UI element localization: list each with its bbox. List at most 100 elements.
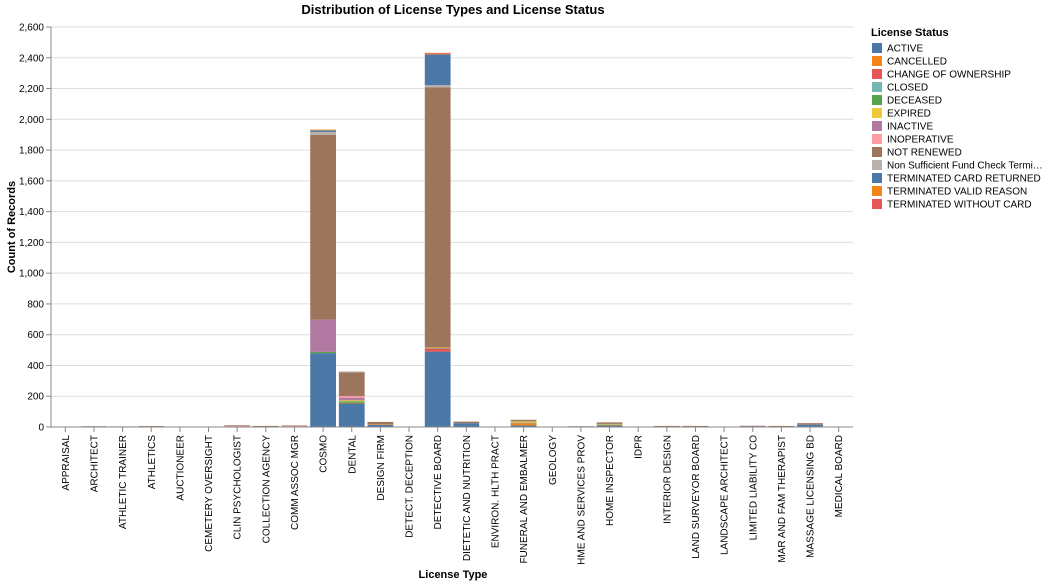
gridlines	[51, 26, 853, 428]
legend-label: Non Sufficient Fund Check Termi…	[887, 161, 1043, 172]
legend-swatch	[872, 82, 882, 92]
bar-segment	[424, 351, 451, 427]
bar-segment	[138, 426, 165, 427]
bar-segment	[367, 421, 394, 425]
bar-segment	[424, 348, 451, 352]
legend-label: ACTIVE	[887, 44, 923, 55]
y-tick-label: 1,200	[19, 238, 44, 249]
legend-swatch	[872, 147, 882, 157]
x-tick-label: DESIGN FIRM	[376, 435, 387, 501]
bar-segment	[338, 371, 365, 373]
bar-segment	[510, 425, 537, 427]
x-tick-label: INTERIOR DESIGN	[662, 435, 673, 524]
x-tick-label: MEDICAL BOARD	[834, 435, 845, 517]
bar-segment	[281, 425, 308, 427]
legend-swatch	[872, 173, 882, 183]
legend-label: INOPERATIVE	[887, 135, 954, 146]
y-tick-label: 600	[27, 330, 44, 341]
bar-segment	[424, 85, 451, 88]
bar-segment	[281, 425, 308, 427]
legend-label: CHANGE OF OWNERSHIP	[887, 70, 1011, 81]
bar-segment	[338, 372, 365, 397]
y-tick-label: 1,000	[19, 269, 44, 280]
x-tick-label: DIETETIC AND NUTRITION	[462, 435, 473, 561]
bar-segment	[453, 421, 480, 424]
x-tick-label: LIMITED LIABILITY CO	[748, 435, 759, 541]
bar-segment	[224, 425, 251, 427]
x-axis-title: License Type	[419, 569, 488, 581]
x-tick-label: CLIN PSYCHOLOGIST	[233, 435, 244, 539]
bar-segment	[367, 424, 394, 425]
x-tick-label: COLLECTION AGENCY	[261, 435, 272, 544]
x-tick-label: APPRAISAL	[61, 435, 72, 491]
bars	[52, 52, 852, 428]
legend-label: TERMINATED WITHOUT CARD	[887, 200, 1032, 211]
bar-segment	[424, 52, 451, 54]
bar-segment	[453, 423, 480, 427]
legend-swatch	[872, 108, 882, 118]
bar-segment	[310, 131, 336, 135]
legend-swatch	[872, 43, 882, 53]
bar-segment	[510, 421, 537, 423]
bar-segment	[510, 423, 537, 426]
y-tick-label: 400	[27, 361, 44, 372]
bar-segment	[338, 401, 365, 403]
legend-title: License Status	[871, 27, 949, 39]
x-tick-label: AUCTIONEER	[175, 435, 186, 501]
axes: 0 200 400 600 800 1,000 1,200 1,400 1,600 1,800 2,…	[19, 23, 853, 565]
legend-label: NOT RENEWED	[887, 148, 962, 159]
bar-segment	[338, 396, 365, 398]
legend-label: CANCELLED	[887, 57, 947, 68]
bar-segment	[510, 419, 537, 421]
bar-segment	[338, 397, 365, 401]
x-tick-label: FUNERAL AND EMBALMER	[519, 435, 530, 564]
legend-label: EXPIRED	[887, 109, 931, 120]
y-tick-label: 2,200	[19, 84, 44, 95]
x-tick-label: HME AND SERVICES PROV	[576, 435, 587, 565]
y-tick-label: 1,600	[19, 176, 44, 187]
x-tick-label: LAND SURVEYOR BOARD	[691, 435, 702, 559]
y-tick-label: 200	[27, 392, 44, 403]
bar-segment	[424, 347, 451, 349]
x-tick-label: LANDSCAPE ARCHITECT	[720, 435, 731, 555]
x-tick-label: MASSAGE LICENSING BD	[806, 435, 817, 558]
x-tick-label: DENTAL	[347, 435, 358, 474]
bar-segment	[338, 402, 365, 404]
bar-segment	[596, 424, 623, 426]
x-tick-label: IDPR	[634, 435, 645, 459]
bar-segment	[682, 425, 709, 427]
bar-segment	[424, 347, 451, 349]
bar-segment	[596, 424, 623, 425]
legend-label: TERMINATED VALID REASON	[887, 187, 1027, 198]
x-tick-label: COSMO	[319, 435, 330, 473]
legend-swatch	[872, 160, 882, 170]
bar-segment	[424, 87, 451, 348]
x-tick-label: DETECT. DECEPTION	[405, 435, 416, 538]
legend-label: DECEASED	[887, 96, 942, 107]
bar-segment	[510, 422, 537, 424]
bar-segment	[739, 425, 766, 427]
y-tick-label: 800	[27, 299, 44, 310]
bar-segment	[310, 353, 336, 427]
legend-swatch	[872, 186, 882, 196]
bar-segment	[310, 135, 336, 320]
bar-segment	[797, 423, 823, 425]
y-tick-label: 0	[38, 423, 44, 434]
bar-segment	[310, 129, 336, 131]
y-tick-label: 1,400	[19, 207, 44, 218]
bar-segment	[768, 425, 795, 427]
legend-swatch	[872, 95, 882, 105]
x-tick-label: MAR AND FAM THERAPIST	[777, 435, 788, 563]
y-tick-label: 2,000	[19, 115, 44, 126]
bar-segment	[224, 426, 251, 427]
bar-segment	[653, 425, 680, 427]
bar-segment	[310, 130, 336, 132]
legend-swatch	[872, 134, 882, 144]
legend-swatch	[872, 69, 882, 79]
bar-segment	[338, 400, 365, 402]
x-tick-label: CEMETERY OVERSIGHT	[204, 435, 215, 552]
bar-segment	[424, 53, 451, 55]
y-tick-label: 2,400	[19, 53, 44, 64]
legend: License Status ACTIVE CANCELLED CHANGE OF …	[871, 27, 1043, 211]
